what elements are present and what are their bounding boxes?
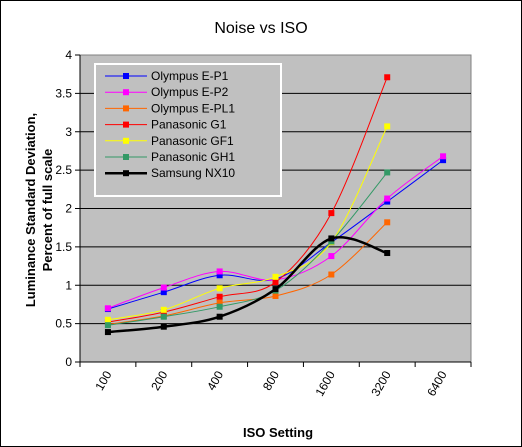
legend-entry-panasonic-gf1: Panasonic GF1 xyxy=(105,134,234,148)
legend-entry-panasonic-g1: Panasonic G1 xyxy=(105,118,227,132)
legend-entry-olympus-e-p2: Olympus E-P2 xyxy=(105,85,229,99)
data-point xyxy=(216,272,223,279)
series-line xyxy=(107,221,388,325)
legend-entry-olympus-e-pl1: Olympus E-PL1 xyxy=(105,101,235,115)
data-point xyxy=(272,292,279,299)
legend-label: Samsung NX10 xyxy=(151,166,235,180)
data-point xyxy=(216,299,223,306)
legend-swatch-marker xyxy=(123,89,129,96)
legend-label: Panasonic GF1 xyxy=(151,134,234,148)
legend-swatch-marker xyxy=(123,121,129,128)
data-point xyxy=(160,284,167,291)
legend-label: Olympus E-P2 xyxy=(151,85,229,99)
data-point xyxy=(328,253,335,260)
y-axis-title-line-1: Luminance Standard Deviation, xyxy=(23,113,38,307)
chart-title: Noise vs ISO xyxy=(214,20,307,37)
data-point xyxy=(384,195,391,202)
legend-entry-samsung-nx10: Samsung NX10 xyxy=(105,166,235,180)
legend-swatch-marker xyxy=(123,105,129,112)
x-tick-label: 3200 xyxy=(368,368,394,398)
data-point xyxy=(216,293,223,300)
x-axis-title: ISO Setting xyxy=(243,425,313,440)
data-point xyxy=(216,268,223,275)
data-point xyxy=(216,285,223,292)
legend-entry-panasonic-gh1: Panasonic GH1 xyxy=(105,150,235,164)
data-point xyxy=(160,306,167,313)
y-tick-label: 0 xyxy=(65,355,72,369)
data-point xyxy=(160,313,167,320)
legend-swatch-marker xyxy=(123,137,129,144)
y-tick-label: 1.5 xyxy=(55,240,72,254)
y-tick-label: 3.5 xyxy=(55,86,72,100)
series-line xyxy=(107,235,388,334)
legend-label: Olympus E-PL1 xyxy=(151,101,235,115)
data-point xyxy=(384,123,391,130)
y-tick-label: 0.5 xyxy=(55,317,72,331)
data-point xyxy=(104,329,111,336)
data-point xyxy=(104,322,111,329)
legend-label: Panasonic G1 xyxy=(151,118,227,132)
data-point xyxy=(384,74,391,81)
x-tick-label: 800 xyxy=(260,368,282,393)
legend-label: Olympus E-P1 xyxy=(151,69,229,83)
data-point xyxy=(384,169,391,176)
data-point xyxy=(104,305,111,312)
data-point xyxy=(216,303,223,310)
y-tick-label: 4 xyxy=(65,48,72,62)
x-tick-label: 400 xyxy=(204,368,226,393)
x-tick-label: 1600 xyxy=(312,368,338,398)
legend-swatch-marker xyxy=(123,170,129,177)
x-tick-label: 100 xyxy=(92,368,114,393)
data-point xyxy=(384,219,391,226)
data-point xyxy=(160,323,167,330)
y-tick-label: 1 xyxy=(65,278,72,292)
data-point xyxy=(384,198,391,205)
data-point xyxy=(216,313,223,320)
data-point xyxy=(160,289,167,296)
data-point xyxy=(440,157,447,164)
x-tick-label: 200 xyxy=(148,368,170,393)
y-tick-label: 2 xyxy=(65,202,72,216)
y-tick-label: 3 xyxy=(65,125,72,139)
series-samsung-nx10 xyxy=(104,235,391,336)
data-point xyxy=(272,279,279,286)
legend: Olympus E-P1 Olympus E-P2 Olympus E-PL1 Pan… xyxy=(94,63,282,197)
data-point xyxy=(328,238,335,245)
y-axis-title-line-2: Percent of full scale xyxy=(40,149,55,272)
y-tick-label: 2.5 xyxy=(55,163,72,177)
data-point xyxy=(328,210,335,217)
x-tick-label: 6400 xyxy=(424,368,450,398)
data-point xyxy=(440,153,447,160)
data-point xyxy=(328,271,335,278)
data-point xyxy=(328,235,335,242)
data-point xyxy=(384,250,391,257)
legend-swatch-marker xyxy=(123,154,129,160)
legend-label: Panasonic GH1 xyxy=(151,150,235,164)
legend-entry-olympus-e-p1: Olympus E-P1 xyxy=(105,69,229,83)
data-point xyxy=(104,316,111,323)
data-point xyxy=(272,273,279,280)
legend-swatch-marker xyxy=(123,73,129,79)
data-point xyxy=(272,286,279,293)
